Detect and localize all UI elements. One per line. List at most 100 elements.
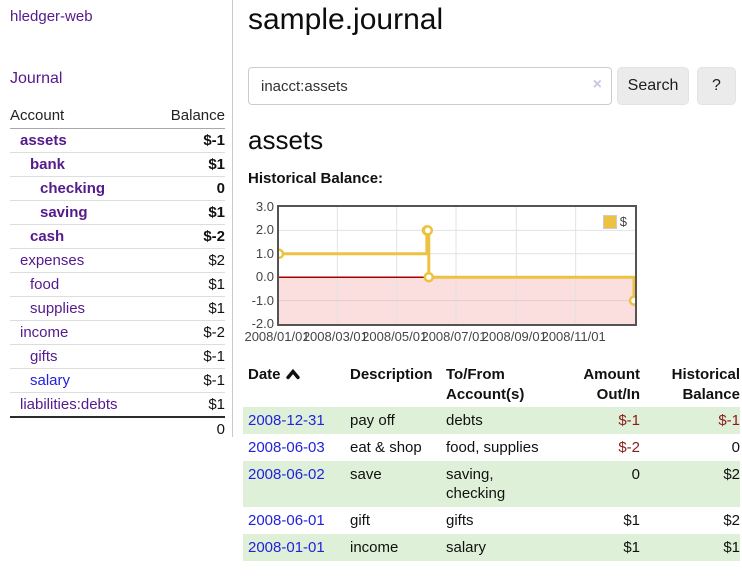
account-balance: $1 xyxy=(152,200,225,225)
cell-amt: $-2 xyxy=(618,439,640,456)
cell-amt: $-1 xyxy=(618,412,640,429)
sort-ascending-icon xyxy=(285,368,300,380)
legend-swatch-icon xyxy=(602,214,617,229)
register-table: Date Description To/From Account(s) Amou… xyxy=(243,363,740,561)
chart-plot-area[interactable]: $ xyxy=(277,205,637,326)
account-balance: $-2 xyxy=(152,320,225,345)
table-row: 2008-12-31 pay off debts $-1 $-1 xyxy=(243,407,740,434)
accounts-table: Account Balance assets $-1 bank $1 checking 0… xyxy=(10,104,225,441)
accounts-header-balance: Balance xyxy=(152,104,225,129)
sidebar-account-link-gifts[interactable]: gifts xyxy=(30,348,58,365)
y-tick-label: -2.0 xyxy=(251,316,274,331)
sidebar-account-link-food[interactable]: food xyxy=(30,276,60,293)
sidebar: hledger-web Journal Account Balance asse… xyxy=(0,0,233,441)
accounts-total: 0 xyxy=(152,416,225,441)
app-brand-link[interactable]: hledger-web xyxy=(10,8,93,25)
cell-acct: debts xyxy=(446,412,483,429)
cell-bal: 0 xyxy=(731,439,740,456)
transaction-date-link[interactable]: 2008-01-01 xyxy=(248,539,325,556)
cell-desc: income xyxy=(350,539,399,556)
account-balance: $-1 xyxy=(152,344,225,369)
account-balance: $1 xyxy=(152,152,225,177)
help-button[interactable]: ? xyxy=(697,67,736,105)
y-tick-label: 3.0 xyxy=(255,199,274,214)
historical-balance-chart: 3.0 2.0 1.0 0.0 -1.0 -2.0 $ 2008/01/01 2008/03… xyxy=(244,200,688,347)
sidebar-account-link-checking[interactable]: checking xyxy=(40,180,106,197)
x-tick-label: 2008/03/01 xyxy=(302,329,368,344)
account-row: supplies $1 xyxy=(10,296,225,321)
account-balance: $1 xyxy=(152,296,225,321)
transaction-date-link[interactable]: 2008-06-03 xyxy=(248,439,325,456)
cell-amt: 0 xyxy=(631,466,640,483)
cell-date: 2008-06-02 xyxy=(243,461,350,507)
cell-desc: eat & shop xyxy=(350,439,422,456)
cell-amt: $1 xyxy=(623,539,640,556)
cell-bal: $-1 xyxy=(718,412,740,429)
cell-date: 2008-06-01 xyxy=(243,507,350,534)
y-tick-label: 0.0 xyxy=(255,269,274,285)
account-balance: $-2 xyxy=(152,224,225,249)
y-tick-label: -1.0 xyxy=(251,292,274,308)
transaction-date-link[interactable]: 2008-06-01 xyxy=(248,512,325,529)
cell-acct: food, supplies xyxy=(446,439,539,456)
table-row: 2008-06-02 save saving, checking 0 $2 xyxy=(243,461,740,507)
account-row: liabilities:debts $1 xyxy=(10,392,225,417)
account-row: bank $1 xyxy=(10,152,225,177)
sidebar-item-journal[interactable]: Journal xyxy=(10,70,63,87)
account-balance: $-1 xyxy=(203,132,225,149)
page-title: sample.journal xyxy=(248,3,444,36)
account-balance: $1 xyxy=(152,392,225,417)
register-header-amount: Amount Out/In xyxy=(583,366,640,403)
sidebar-account-link-supplies[interactable]: supplies xyxy=(30,300,86,317)
account-balance: $-1 xyxy=(152,368,225,393)
cell-date: 2008-01-01 xyxy=(243,534,350,561)
cell-bal: $2 xyxy=(723,512,740,529)
transaction-date-link[interactable]: 2008-06-02 xyxy=(248,466,325,483)
cell-date: 2008-12-31 xyxy=(243,407,350,434)
y-tick-label: 2.0 xyxy=(255,222,274,238)
account-balance: $1 xyxy=(152,272,225,297)
cell-acct: saving, checking xyxy=(446,466,506,502)
register-header-date[interactable]: Date xyxy=(243,363,350,407)
x-tick-label: 2008/09/01 xyxy=(481,329,547,344)
sidebar-account-link-expenses[interactable]: expenses xyxy=(20,252,85,269)
sidebar-account-link-bank[interactable]: bank xyxy=(30,156,66,173)
account-row: saving $1 xyxy=(10,200,225,225)
y-tick-label: 1.0 xyxy=(255,245,274,261)
cell-bal: $1 xyxy=(723,539,740,556)
account-balance: 0 xyxy=(152,176,225,201)
accounts-total-row: 0 xyxy=(10,416,225,441)
account-balance: $2 xyxy=(152,248,225,273)
cell-amt: $1 xyxy=(623,512,640,529)
x-tick-label: 2008/05/01 xyxy=(362,329,428,344)
balance-line-series xyxy=(279,207,635,324)
account-row: cash $-2 xyxy=(10,224,225,249)
sidebar-account-link-liabilities-debts[interactable]: liabilities:debts xyxy=(20,396,118,413)
account-row: checking 0 xyxy=(10,176,225,201)
search-input[interactable] xyxy=(248,67,612,105)
sidebar-account-link-income[interactable]: income xyxy=(20,324,69,341)
account-row: food $1 xyxy=(10,272,225,297)
transaction-date-link[interactable]: 2008-12-31 xyxy=(248,412,325,429)
cell-date: 2008-06-03 xyxy=(243,434,350,461)
register-header-description: Description xyxy=(350,366,433,383)
sidebar-account-link-assets[interactable]: assets xyxy=(20,132,67,149)
cell-acct: gifts xyxy=(446,512,474,529)
x-tick-label: 2008/11/01 xyxy=(541,329,606,344)
sidebar-account-link-salary[interactable]: salary xyxy=(30,372,71,389)
x-tick-label: 2008/01/01 xyxy=(244,329,310,344)
x-tick-label: 2008/07/01 xyxy=(421,329,487,344)
sidebar-account-link-saving[interactable]: saving xyxy=(40,204,88,221)
clear-search-icon[interactable]: × xyxy=(592,76,602,93)
register-header-balance: Historical Balance xyxy=(671,366,740,403)
table-row: 2008-01-01 income salary $1 $1 xyxy=(243,534,740,561)
register-header-row: Date Description To/From Account(s) Amou… xyxy=(243,363,740,407)
account-row: assets $-1 xyxy=(10,129,225,153)
search-form: × Search ? xyxy=(248,67,740,105)
cell-desc: pay off xyxy=(350,412,395,429)
search-button[interactable]: Search xyxy=(617,67,689,105)
cell-acct: salary xyxy=(446,539,487,556)
legend-label: $ xyxy=(619,214,627,229)
account-row: expenses $2 xyxy=(10,248,225,273)
sidebar-account-link-cash[interactable]: cash xyxy=(30,228,65,245)
